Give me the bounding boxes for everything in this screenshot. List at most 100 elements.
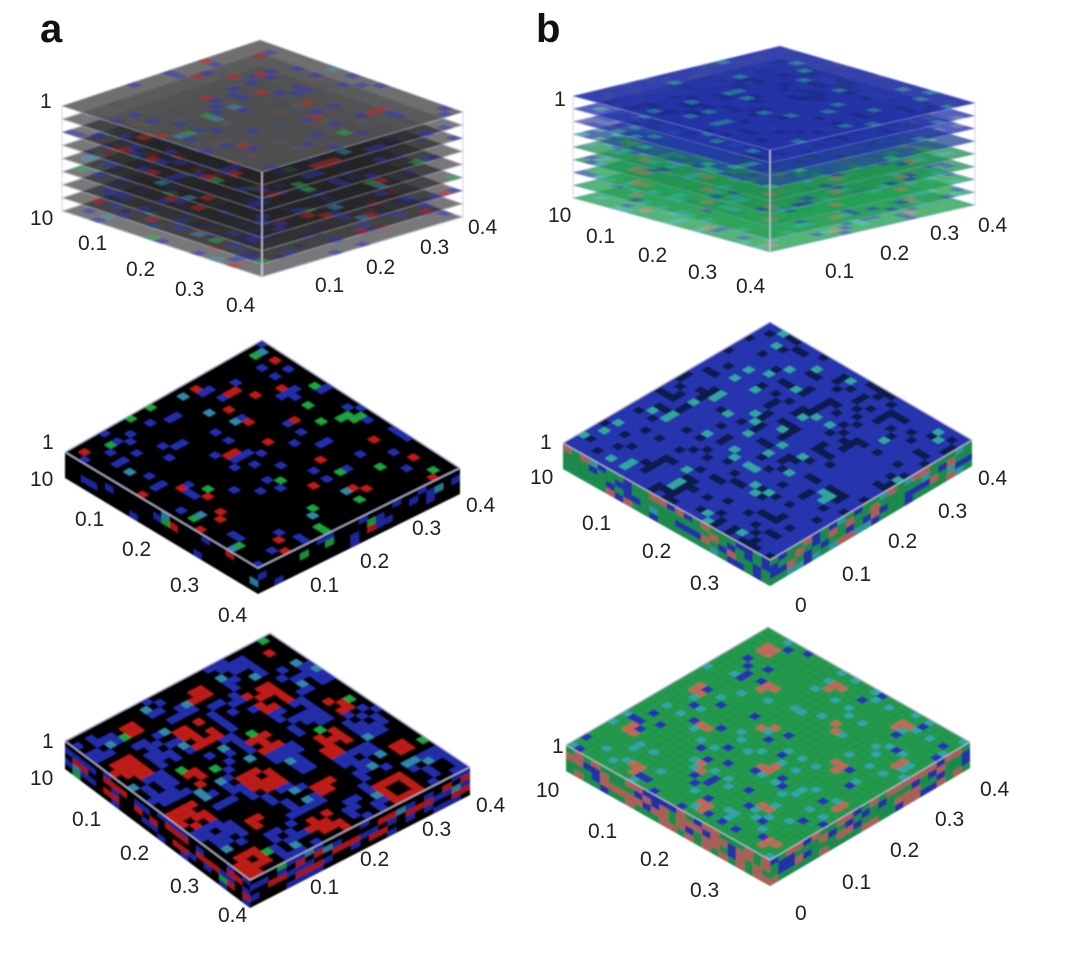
voxel: [152, 159, 172, 166]
voxel: [645, 172, 664, 178]
voxel: [835, 192, 854, 197]
voxel: [780, 149, 799, 154]
voxel: [699, 195, 718, 200]
voxel: [681, 152, 700, 157]
voxel: [184, 729, 198, 738]
voxel: [626, 185, 646, 190]
voxel: [375, 512, 385, 523]
voxel: [779, 179, 798, 184]
voxel: [734, 209, 753, 215]
voxel: [152, 133, 172, 139]
voxel: [780, 238, 799, 244]
voxel: [248, 672, 262, 681]
voxel: [186, 705, 200, 714]
voxel: [600, 160, 619, 165]
voxel: [826, 194, 845, 199]
voxel: [170, 73, 189, 80]
voxel: [609, 111, 628, 117]
voxel: [636, 170, 655, 175]
voxel: [726, 202, 745, 208]
box-edge: [261, 339, 461, 469]
voxel: [305, 816, 319, 825]
voxel: [229, 378, 243, 387]
voxel: [900, 177, 920, 182]
voxel: [653, 141, 672, 146]
voxel: [761, 204, 780, 210]
voxel: [340, 806, 355, 815]
voxel: [752, 240, 771, 245]
voxel: [636, 165, 655, 170]
voxel: [225, 243, 244, 250]
voxel: [591, 152, 611, 158]
voxel: [627, 162, 646, 168]
voxel: [137, 738, 151, 747]
voxel: [752, 202, 771, 207]
voxel: [698, 161, 718, 167]
voxel: [435, 210, 454, 217]
voxel: [591, 183, 610, 188]
voxel: [375, 725, 389, 734]
voxel: [247, 460, 262, 469]
voxel: [206, 702, 220, 711]
voxel: [72, 752, 81, 764]
voxel: [246, 705, 261, 714]
voxel: [128, 767, 142, 776]
voxel: [743, 237, 762, 243]
voxel: [334, 414, 348, 423]
voxel: [734, 222, 753, 228]
voxel: [938, 155, 957, 161]
voxel: [947, 187, 967, 192]
voxel: [339, 487, 354, 495]
voxel: [247, 783, 261, 792]
voxel: [163, 811, 177, 820]
voxel: [400, 759, 415, 768]
voxel: [582, 172, 601, 178]
voxel: [288, 83, 307, 90]
voxel: [215, 393, 230, 402]
voxel: [198, 194, 217, 201]
voxel: [98, 214, 117, 220]
voxel: [690, 205, 709, 211]
voxel: [174, 506, 188, 515]
voxel: [662, 143, 681, 149]
voxel: [268, 877, 278, 888]
voxel: [169, 753, 183, 762]
left-axis-tick: 0.1: [72, 808, 101, 831]
voxel: [882, 143, 901, 148]
voxel: [207, 103, 226, 110]
voxel: [177, 741, 191, 750]
voxel: [770, 232, 789, 238]
voxel: [203, 751, 217, 760]
voxel: [689, 146, 709, 152]
voxel: [362, 109, 381, 116]
voxel: [284, 819, 298, 828]
voxel: [645, 180, 664, 186]
voxel: [333, 731, 348, 740]
voxel: [698, 191, 717, 197]
voxel: [346, 748, 360, 757]
voxel: [662, 131, 681, 136]
voxel: [163, 740, 177, 749]
voxel: [103, 775, 112, 787]
voxel: [140, 776, 154, 785]
voxel: [442, 798, 452, 810]
voxel: [111, 798, 119, 810]
voxel: [928, 170, 947, 176]
voxel: [817, 166, 836, 171]
voxel: [919, 160, 938, 165]
voxel: [275, 777, 289, 786]
voxel: [376, 795, 391, 804]
voxel: [286, 867, 296, 878]
voxel: [254, 693, 268, 702]
voxel: [387, 448, 401, 457]
voxel: [919, 185, 938, 191]
voxel: [239, 850, 254, 859]
voxel: [573, 183, 592, 188]
voxel: [169, 411, 183, 420]
voxel: [311, 821, 326, 830]
voxel: [117, 733, 132, 742]
box-edge: [249, 766, 471, 881]
voxel: [307, 713, 321, 722]
voxel: [341, 411, 355, 419]
voxel: [172, 838, 181, 851]
